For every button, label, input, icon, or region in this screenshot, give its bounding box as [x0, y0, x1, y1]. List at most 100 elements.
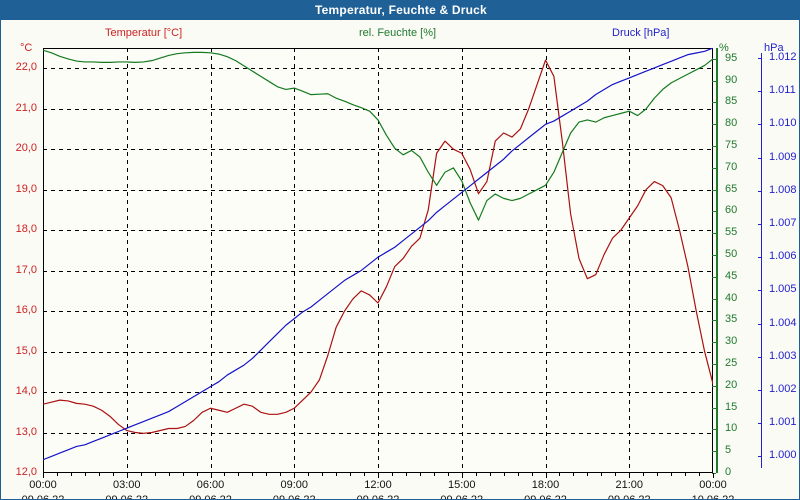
tick-humidity: 35 [725, 313, 738, 326]
x-axis-tick-mark [294, 473, 295, 478]
window-title-bar: Temperatur, Feuchte & Druck [1, 1, 799, 20]
x-axis-tick-mark [434, 473, 435, 476]
x-axis-tick-mark [629, 473, 630, 478]
tick-pressure: 1.004 [769, 316, 797, 329]
x-axis-tick-mark [699, 473, 700, 476]
tick-temperature: 12,0 [15, 466, 37, 478]
tick-pressure: 1.006 [769, 250, 797, 263]
axis-tick-mark-pressure [758, 57, 762, 59]
tick-pressure: 1.003 [769, 349, 797, 362]
x-axis-tick-mark [685, 473, 686, 476]
x-axis-tick-mark [155, 473, 156, 476]
axis-tick-mark-pressure [758, 323, 762, 325]
x-axis-tick-mark [587, 473, 588, 476]
axis-tick-mark-humidity [712, 167, 716, 169]
axis-tick-mark-humidity [712, 255, 716, 257]
tick-humidity: 40 [725, 291, 738, 304]
axis-tick-mark-humidity [712, 276, 716, 278]
axis-tick-mark-pressure [758, 124, 762, 126]
axis-tick-mark-pressure [758, 389, 762, 391]
pressure-axis-line [761, 53, 762, 468]
axis-tick-mark-humidity [712, 211, 716, 213]
x-axis-date-label: 10.06.22 [691, 494, 735, 500]
tick-pressure: 1.005 [769, 283, 797, 296]
window-title: Temperatur, Feuchte & Druck [315, 3, 487, 17]
x-axis-date-label: 09.06.22 [189, 494, 232, 500]
tick-temperature: 20,0 [15, 142, 37, 155]
tick-humidity: 75 [725, 139, 738, 152]
x-axis-time-label: 21:00 [615, 479, 644, 491]
tick-humidity: 65 [725, 182, 738, 195]
tick-humidity: 55 [725, 226, 738, 239]
axis-tick-mark-humidity [712, 102, 716, 104]
axis-unit-percent: % [719, 42, 729, 54]
x-axis-tick-mark [280, 473, 281, 476]
tick-pressure: 1.008 [769, 183, 797, 196]
axis-tick-mark-humidity [712, 364, 716, 366]
x-axis-tick-mark [392, 473, 393, 476]
x-axis-time-label: 18:00 [531, 479, 560, 491]
x-axis-tick-mark [420, 473, 421, 476]
tick-pressure: 1.010 [769, 117, 797, 130]
axis-tick-mark-pressure [758, 257, 762, 259]
tick-humidity: 15 [725, 400, 738, 413]
x-axis-tick-mark [378, 473, 379, 478]
x-axis-tick-mark [336, 473, 337, 476]
tick-temperature: 18,0 [15, 223, 37, 236]
axis-tick-mark-humidity [712, 124, 716, 126]
axis-unit-hpa: hPa [764, 42, 784, 54]
x-axis-tick-mark [601, 473, 602, 476]
axis-tick-mark-humidity [712, 320, 716, 322]
tick-temperature: 22,0 [15, 61, 37, 74]
x-axis-time-label: 12:00 [364, 479, 392, 491]
axis-tick-mark-humidity [712, 451, 716, 453]
x-axis-tick-mark [671, 473, 672, 476]
x-axis-tick-mark [238, 473, 239, 476]
legend-pressure: Druck [hPa] [612, 27, 670, 39]
x-axis-time-label: 15:00 [447, 479, 476, 491]
x-axis-tick-mark [266, 473, 267, 476]
axis-tick-mark-pressure [758, 356, 762, 358]
x-axis-tick-mark [350, 473, 351, 476]
axis-tick-mark-pressure [758, 190, 762, 192]
axis-tick-mark-pressure [758, 423, 762, 425]
tick-temperature: 16,0 [15, 304, 37, 317]
plot-area [43, 48, 713, 473]
x-axis-tick-mark [113, 473, 114, 476]
x-axis-date-label: 09.06.22 [272, 494, 316, 500]
legend-temperature: Temperatur [°C] [105, 27, 183, 39]
x-axis-tick-mark [406, 473, 407, 476]
x-axis-tick-mark [71, 473, 72, 476]
humidity-axis-line [716, 48, 718, 473]
axis-tick-mark-pressure [758, 456, 762, 458]
x-axis-tick-mark [462, 473, 463, 478]
x-axis-tick-mark [127, 473, 128, 478]
x-axis-tick-mark [252, 473, 253, 476]
x-axis-time-label: 00:00 [29, 479, 57, 491]
tick-humidity: 45 [725, 269, 738, 282]
x-axis-tick-mark [211, 473, 212, 478]
x-axis-tick-mark [57, 473, 58, 476]
tick-pressure: 1.000 [769, 449, 797, 462]
tick-pressure: 1.001 [769, 416, 797, 429]
tick-humidity: 50 [725, 248, 738, 261]
tick-humidity: 85 [725, 95, 738, 108]
tick-temperature: 17,0 [15, 263, 37, 276]
tick-humidity: 90 [725, 73, 738, 86]
x-axis-time-label: 03:00 [112, 479, 141, 491]
tick-humidity: 0 [725, 466, 732, 478]
x-axis-tick-mark [224, 473, 225, 476]
axis-tick-mark-humidity [712, 80, 716, 82]
series-line [43, 59, 713, 434]
x-axis-date-label: 09.06.22 [21, 494, 65, 500]
x-axis-tick-mark [322, 473, 323, 476]
tick-humidity: 95 [725, 51, 738, 64]
tick-humidity: 60 [725, 204, 738, 217]
tick-temperature: 15,0 [15, 344, 37, 357]
x-axis-tick-mark [43, 473, 44, 478]
x-axis-tick-mark [85, 473, 86, 476]
axis-tick-mark-humidity [712, 58, 716, 60]
axis-tick-mark-humidity [712, 189, 716, 191]
x-axis-tick-mark [546, 473, 547, 478]
x-axis-tick-mark [518, 473, 519, 476]
